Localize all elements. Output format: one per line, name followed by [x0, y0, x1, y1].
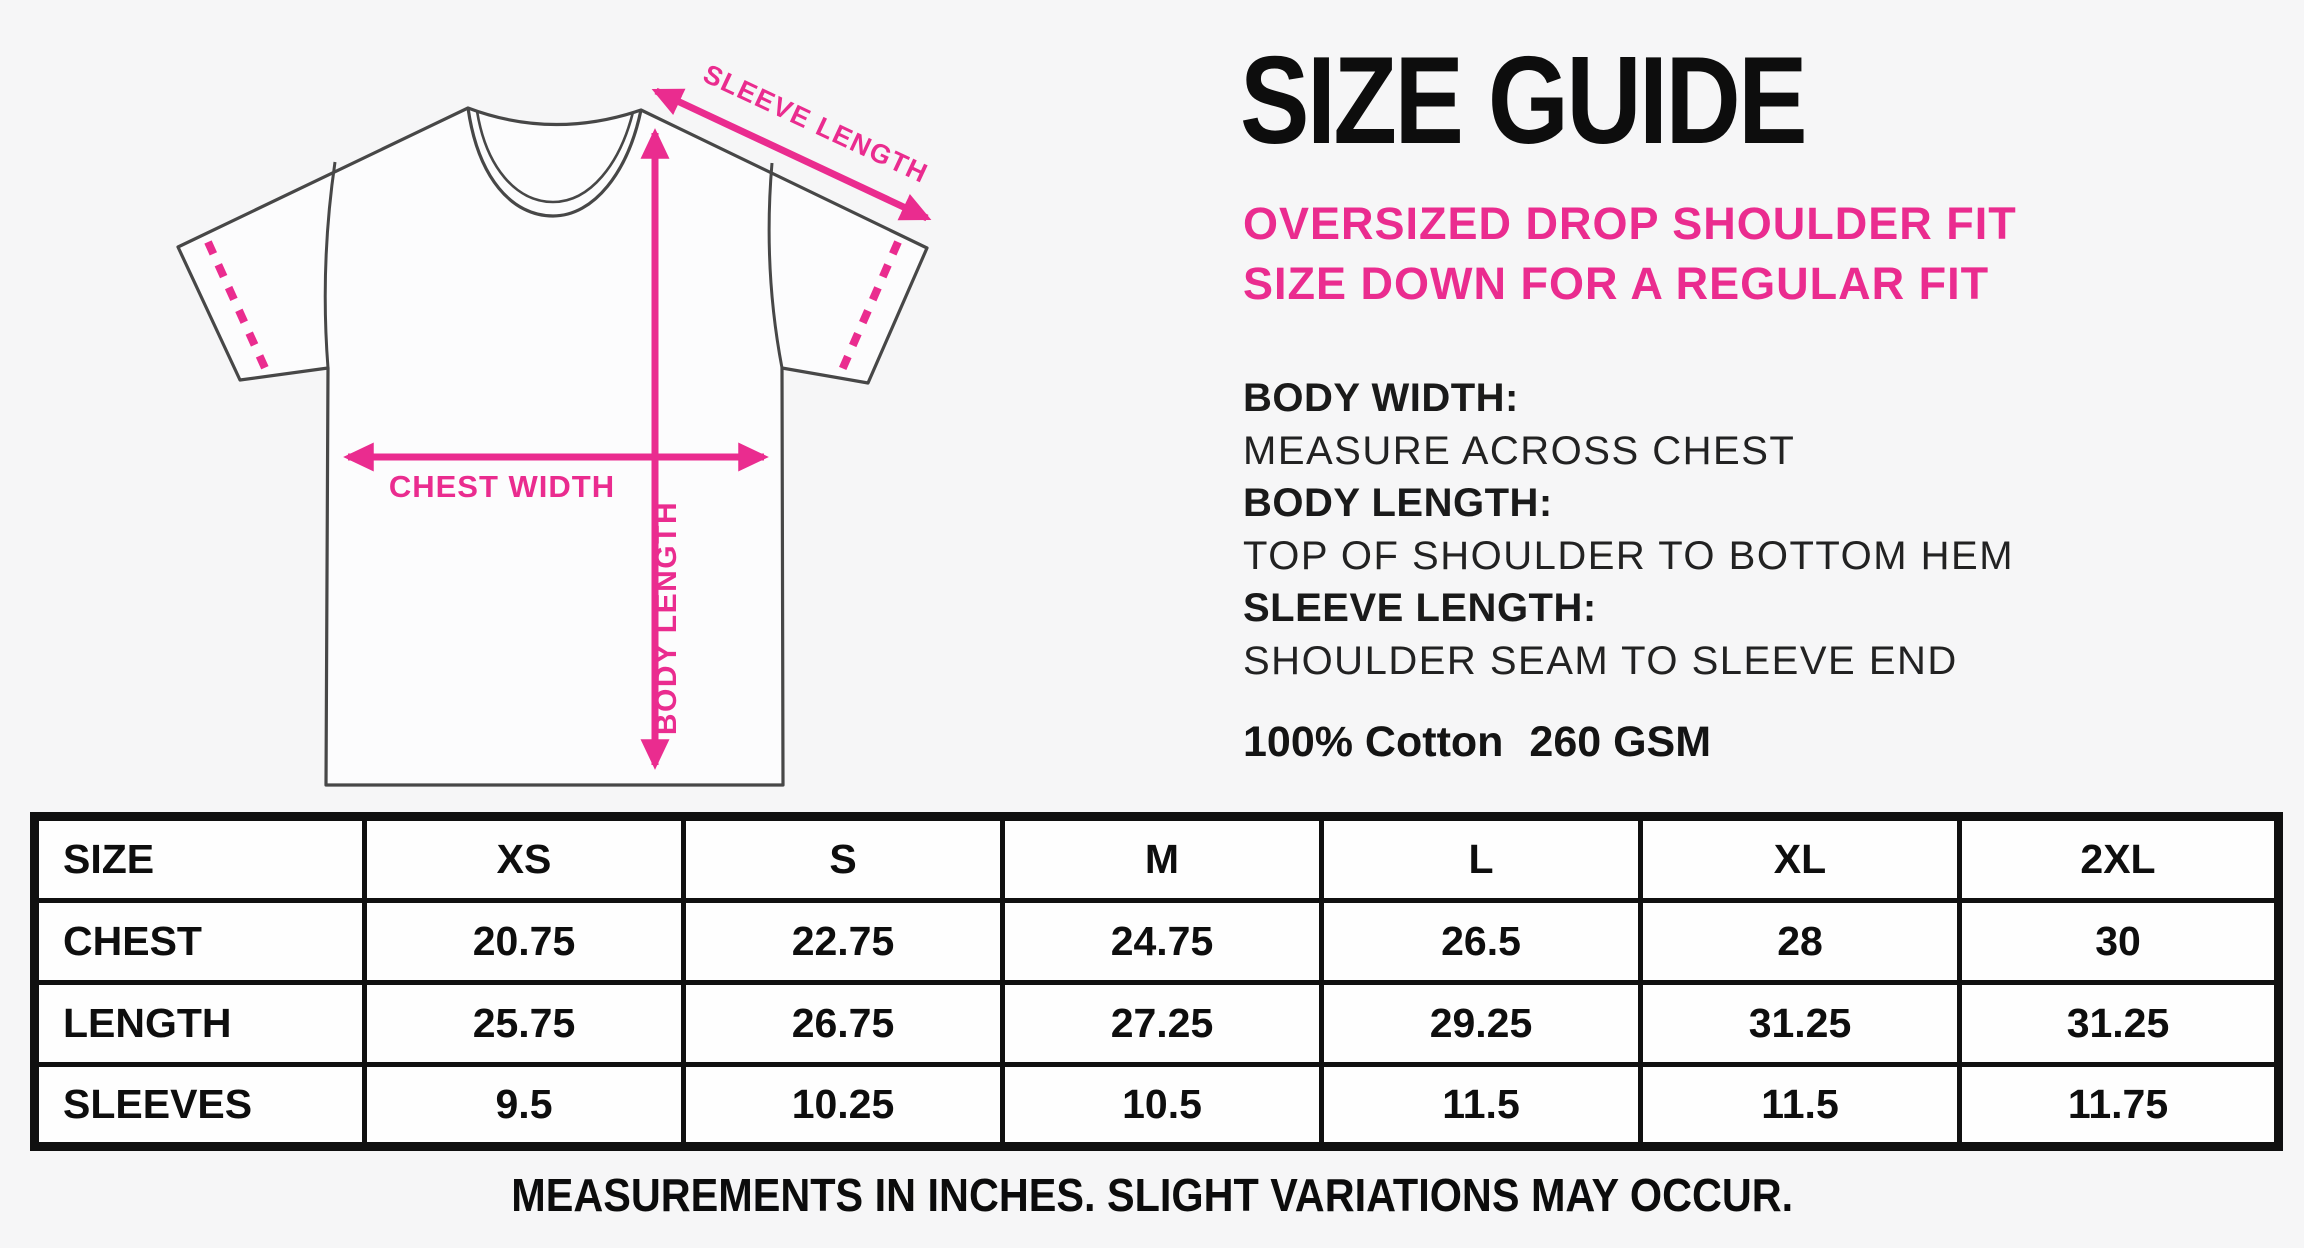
column-header-xl: XL: [1638, 814, 1962, 903]
size-table: SIZE XS S M L XL 2XL CHEST 20.75 22.75 2…: [30, 812, 2283, 1151]
column-header-size: SIZE: [32, 814, 367, 903]
footer-note-text: MEASUREMENTS IN INCHES. SLIGHT VARIATION…: [511, 1169, 1793, 1221]
sleeve-length-arrow: [651, 87, 932, 222]
measurement-arrows: [343, 87, 932, 770]
sleeves-value-2xl: 11.75: [1957, 1062, 2281, 1149]
chest-value-s: 22.75: [681, 898, 1005, 985]
chest-value-2xl: 30: [1957, 898, 2281, 985]
fabric-material: 100% Cotton: [1243, 718, 1504, 766]
page-title: SIZE GUIDE: [1240, 36, 1913, 166]
length-value-2xl: 31.25: [1957, 980, 2281, 1067]
fit-subtitle: OVERSIZED DROP SHOULDER FIT SIZE DOWN FO…: [1243, 194, 2017, 314]
sleeves-value-m: 10.5: [1000, 1062, 1324, 1149]
fit-subtitle-line2: SIZE DOWN FOR A REGULAR FIT: [1243, 258, 1990, 309]
sleeves-value-s: 10.25: [681, 1062, 1005, 1149]
table-row-length: LENGTH 25.75 26.75 27.25 29.25 31.25 31.…: [32, 980, 2281, 1067]
row-label-length: LENGTH: [32, 980, 367, 1067]
tshirt-outline: [176, 106, 929, 787]
fabric-weight: 260 GSM: [1529, 718, 1712, 766]
row-label-chest: CHEST: [32, 898, 367, 985]
length-value-xs: 25.75: [362, 980, 686, 1067]
definition-description: TOP OF SHOULDER TO BOTTOM HEM: [1243, 533, 2015, 578]
size-table-header-row: SIZE XS S M L XL 2XL: [32, 814, 2281, 903]
column-header-xs: XS: [362, 814, 686, 903]
chest-value-xl: 28: [1638, 898, 1962, 985]
definition-term: BODY WIDTH:: [1243, 376, 1519, 420]
definition-description: SHOULDER SEAM TO SLEEVE END: [1243, 638, 1958, 683]
length-value-s: 26.75: [681, 980, 1005, 1067]
row-label-sleeves: SLEEVES: [32, 1062, 367, 1149]
tshirt-measurement-diagram: CHEST WIDTH BODY LENGTH SLEEVE LENGTH: [176, 59, 933, 787]
definition-description: MEASURE ACROSS CHEST: [1243, 428, 1796, 473]
column-header-s: S: [681, 814, 1005, 903]
fit-subtitle-line1: OVERSIZED DROP SHOULDER FIT: [1243, 198, 2017, 249]
chest-width-label: CHEST WIDTH: [389, 469, 615, 504]
measurement-definitions: BODY WIDTH: MEASURE ACROSS CHEST BODY LE…: [1243, 372, 2014, 687]
body-length-label: BODY LENGTH: [650, 501, 683, 735]
chest-value-l: 26.5: [1319, 898, 1643, 985]
column-header-m: M: [1000, 814, 1324, 903]
fabric-info: 100% Cotton 260 GSM: [1243, 718, 1711, 767]
table-row-sleeves: SLEEVES 9.5 10.25 10.5 11.5 11.5 11.75: [32, 1062, 2281, 1149]
table-row-chest: CHEST 20.75 22.75 24.75 26.5 28 30: [32, 898, 2281, 985]
definition-term: BODY LENGTH:: [1243, 481, 1553, 525]
column-header-2xl: 2XL: [1957, 814, 2281, 903]
length-value-m: 27.25: [1000, 980, 1324, 1067]
footer-note: MEASUREMENTS IN INCHES. SLIGHT VARIATION…: [0, 1168, 2304, 1222]
length-value-l: 29.25: [1319, 980, 1643, 1067]
column-header-l: L: [1319, 814, 1643, 903]
definition-term: SLEEVE LENGTH:: [1243, 586, 1597, 630]
chest-value-xs: 20.75: [362, 898, 686, 985]
chest-value-m: 24.75: [1000, 898, 1324, 985]
sleeves-value-xs: 9.5: [362, 1062, 686, 1149]
page-title-text: SIZE GUIDE: [1240, 32, 1808, 170]
length-value-xl: 31.25: [1638, 980, 1962, 1067]
sleeves-value-xl: 11.5: [1638, 1062, 1962, 1149]
sleeves-value-l: 11.5: [1319, 1062, 1643, 1149]
